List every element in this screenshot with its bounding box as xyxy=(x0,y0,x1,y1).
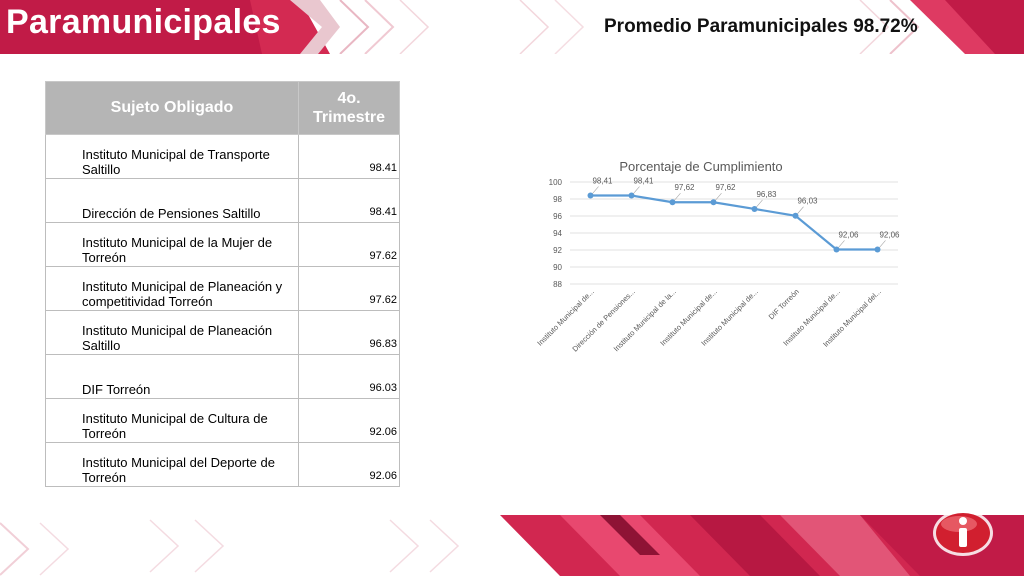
data-label-leader xyxy=(756,199,763,208)
value-cell: 92.06 xyxy=(298,442,400,487)
data-label: 98,41 xyxy=(633,177,654,186)
data-point xyxy=(751,205,758,212)
table-header-row: Sujeto Obligado 4o. Trimestre xyxy=(45,81,400,135)
y-tick-label: 90 xyxy=(553,263,562,272)
title-background xyxy=(0,0,280,54)
data-label: 97,62 xyxy=(715,183,736,192)
column-header-quarter-line2: Trimestre xyxy=(312,109,386,126)
table-row: Dirección de Pensiones Saltillo 98.41 xyxy=(45,178,400,223)
page-title: Paramunicipales xyxy=(6,3,281,41)
data-point xyxy=(669,199,676,206)
data-label-leader xyxy=(797,206,804,214)
table-row: Instituto Municipal de Planeación y comp… xyxy=(45,266,400,311)
y-tick-label: 98 xyxy=(553,195,562,204)
column-header-entity: Sujeto Obligado xyxy=(45,81,299,135)
chart-x-axis: Instituto Municipal de...Dirección de Pe… xyxy=(535,287,883,354)
value-cell: 97.62 xyxy=(298,222,400,267)
data-label: 96,03 xyxy=(797,197,818,206)
entity-cell: Instituto Municipal de Cultura de Torreó… xyxy=(45,398,299,443)
data-label: 98,41 xyxy=(592,177,613,186)
value-cell: 98.41 xyxy=(298,178,400,223)
data-point xyxy=(833,246,840,253)
data-label: 92,06 xyxy=(879,230,900,239)
x-tick-label: DIF Torreón xyxy=(767,287,801,321)
entity-cell: DIF Torreón xyxy=(45,354,299,399)
chart-data-labels: 98,41 98,41 97,62 97,62 96,83 96,03 92,06 92,06 xyxy=(592,177,900,248)
value-cell: 92.06 xyxy=(298,398,400,443)
data-label-leader xyxy=(715,193,722,201)
column-header-quarter-line1: 4o. xyxy=(337,90,361,107)
value-cell: 98.41 xyxy=(298,134,400,179)
table-row: Instituto Municipal de la Mujer de Torre… xyxy=(45,222,400,267)
series-line xyxy=(590,194,878,251)
table-row: Instituto Municipal de Transporte Saltil… xyxy=(45,134,400,179)
data-label: 97,62 xyxy=(674,183,695,192)
chart-title: Porcentaje de Cumplimiento xyxy=(619,159,782,174)
y-tick-label: 88 xyxy=(553,280,562,289)
entity-cell: Instituto Municipal del Deporte de Torre… xyxy=(45,442,299,487)
data-label: 96,83 xyxy=(756,190,777,199)
data-point xyxy=(874,246,881,253)
data-label-leader xyxy=(633,186,640,194)
data-label-leader xyxy=(674,193,681,201)
column-header-quarter: 4o. Trimestre xyxy=(298,81,400,135)
data-label: 92,06 xyxy=(838,230,859,239)
data-point xyxy=(628,192,635,199)
value-cell: 96.83 xyxy=(298,310,400,355)
compliance-table: Sujeto Obligado 4o. Trimestre Instituto M… xyxy=(45,81,400,487)
page-subtitle: Promedio Paramunicipales 98.72% xyxy=(604,16,918,37)
entity-cell: Dirección de Pensiones Saltillo xyxy=(45,178,299,223)
info-icon xyxy=(933,510,993,556)
y-tick-label: 100 xyxy=(549,178,563,187)
chart-y-axis: 100 98 96 94 92 90 88 xyxy=(549,178,563,289)
header-bar: Paramunicipales xyxy=(0,0,1024,54)
y-tick-label: 92 xyxy=(553,246,562,255)
entity-cell: Instituto Municipal de la Mujer de Torre… xyxy=(45,222,299,267)
data-label-leader xyxy=(838,240,845,248)
value-cell: 97.62 xyxy=(298,266,400,311)
compliance-line-chart: Porcentaje de Cumplimiento 100 98 96 94 92 90… xyxy=(535,159,900,354)
table-row: Instituto Municipal de Planeación Saltil… xyxy=(45,310,400,355)
entity-cell: Instituto Municipal de Transporte Saltil… xyxy=(45,134,299,179)
data-point xyxy=(710,199,717,206)
entity-cell: Instituto Municipal de Planeación y comp… xyxy=(45,266,299,311)
table-row: Instituto Municipal del Deporte de Torre… xyxy=(45,442,400,487)
y-tick-label: 96 xyxy=(553,212,562,221)
data-point xyxy=(587,192,594,199)
chart-series xyxy=(587,192,881,253)
chart-gridlines xyxy=(570,181,898,285)
header-decoration xyxy=(250,0,1024,54)
table-row: DIF Torreón 96.03 xyxy=(45,354,400,399)
value-cell: 96.03 xyxy=(298,354,400,399)
data-label-leader xyxy=(879,240,886,248)
data-point xyxy=(792,212,799,219)
entity-cell: Instituto Municipal de Planeación Saltil… xyxy=(45,310,299,355)
table-row: Instituto Municipal de Cultura de Torreó… xyxy=(45,398,400,443)
footer-decoration xyxy=(0,515,1024,576)
data-label-leader xyxy=(592,186,599,194)
y-tick-label: 94 xyxy=(553,229,562,238)
